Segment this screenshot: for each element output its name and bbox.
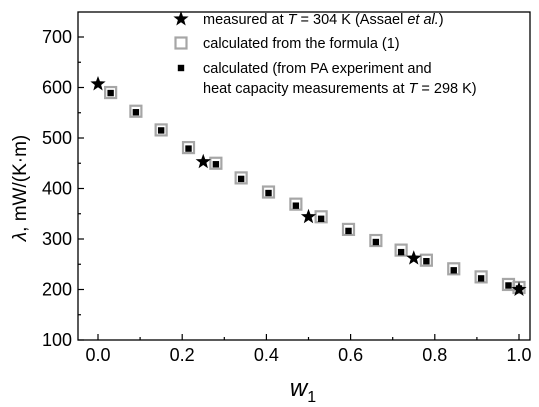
y-tick-label: 700 (42, 27, 72, 47)
open-square-point (129, 104, 143, 118)
y-tick-label: 600 (42, 78, 72, 98)
open-square-point (209, 156, 223, 170)
filled-square-point (372, 238, 380, 246)
x-tick-label: 0.6 (338, 345, 363, 365)
y-tick-label: 100 (42, 330, 72, 350)
open-square-point (234, 171, 248, 185)
open-square-point (369, 233, 383, 248)
x-tick-label: 0.2 (170, 345, 195, 365)
open-square-point (419, 253, 433, 267)
plot-marks (90, 75, 527, 296)
filled-square-point (157, 127, 165, 134)
star-point (90, 75, 106, 91)
open-square-point (289, 197, 303, 211)
filled-square-point (107, 89, 114, 97)
open-square-point (341, 222, 356, 237)
filled-square-point (132, 109, 140, 116)
open-square-point (104, 85, 118, 100)
open-square-point (154, 123, 168, 137)
filled-square-point (345, 227, 352, 235)
axes: 0.0 0.2 0.4 0.6 0.8 1.0 100 200 300 400 500 600 700 w… (10, 11, 532, 406)
legend: measured at T = 304 K (Assael et al.) cal… (173, 11, 477, 97)
star-point (511, 281, 527, 296)
star-point (195, 153, 211, 169)
open-square-point (181, 140, 196, 155)
open-square-point (261, 185, 276, 199)
series-filled-square (107, 89, 523, 292)
filled-square-point (505, 282, 512, 289)
open-square-point (314, 210, 328, 224)
filled-square-point (317, 215, 325, 222)
filled-square-point (212, 161, 220, 168)
filled-square-point (397, 248, 405, 256)
legend-label: calculated (from PA experiment and (203, 61, 432, 77)
legend-label: calculated from the formula (1) (203, 36, 400, 52)
x-tick-label: 0.0 (85, 345, 110, 365)
filled-square-point (185, 145, 192, 152)
x-axis-title: w1 (290, 375, 316, 406)
open-square-point (474, 270, 488, 284)
open-square-point (447, 262, 461, 276)
series-star (90, 75, 527, 296)
filled-square-point (450, 267, 457, 274)
filled-square-point (292, 202, 300, 209)
legend-marker-filled-square (177, 64, 185, 72)
plot-frame (77, 11, 531, 341)
y-tick-label: 200 (42, 280, 72, 300)
filled-square-point (423, 258, 430, 265)
x-tick-label: 0.4 (254, 345, 279, 365)
x-tick-label: 1.0 (506, 345, 531, 365)
filled-square-point (237, 175, 245, 183)
filled-square-point (477, 275, 485, 282)
star-point (406, 250, 422, 265)
legend-marker-open-square (174, 36, 188, 50)
y-tick-label: 300 (42, 229, 72, 249)
legend-marker-star (173, 11, 189, 26)
y-tick-label: 400 (42, 179, 72, 199)
legend-label-line2: heat capacity measurements at T = 298 K) (203, 81, 477, 97)
star-point (300, 208, 317, 224)
y-tick-label: 500 (42, 128, 72, 148)
filled-square-point (265, 189, 272, 197)
open-square-point (394, 243, 408, 257)
x-tick-label: 0.8 (422, 345, 447, 365)
y-axis-title: λ, mW/(K·m) (10, 135, 31, 242)
legend-label: measured at T = 304 K (Assael et al.) (203, 12, 444, 28)
